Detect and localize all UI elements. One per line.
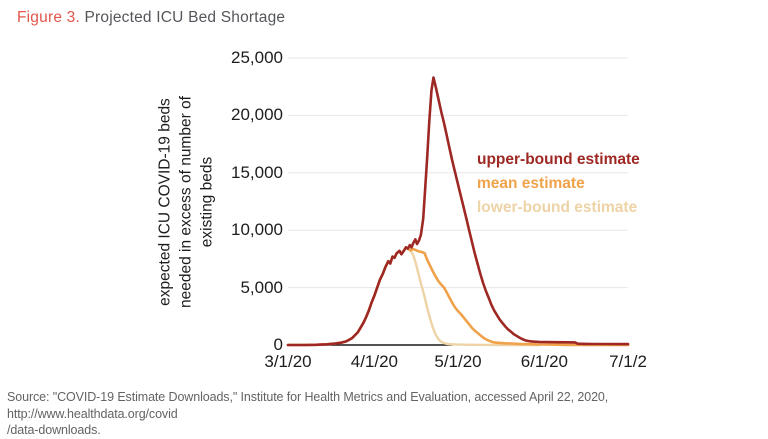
y-axis-title-line: expected ICU COVID-19 beds <box>156 98 174 306</box>
figure-title: Figure 3. Projected ICU Bed Shortage <box>17 9 285 27</box>
y-axis-title-line: existing beds <box>198 156 216 248</box>
y-axis-title-line: needed in excess of number of <box>177 96 195 308</box>
y-axis-tick-label: 0 <box>273 335 283 354</box>
figure-title-text: Projected ICU Bed Shortage <box>79 9 286 26</box>
source-note-line2: /data-downloads. <box>7 423 101 437</box>
y-axis-tick-label: 20,000 <box>231 105 283 125</box>
y-axis-title: expected ICU COVID-19 beds needed in exc… <box>155 96 218 308</box>
y-axis-tick-label: 25,000 <box>231 48 283 67</box>
x-axis-tick-label: 5/1/20 <box>434 352 482 371</box>
source-note: Source: "COVID-19 Estimate Downloads," I… <box>7 389 765 439</box>
x-axis-tick-label: 4/1/20 <box>350 352 399 371</box>
y-axis-tick-label: 5,000 <box>240 277 283 297</box>
source-note-line1: Source: "COVID-19 Estimate Downloads," I… <box>7 390 609 421</box>
legend-item-upper-bound: upper-bound estimate <box>477 151 640 168</box>
y-axis-tick-label: 15,000 <box>231 162 283 182</box>
legend-item-lower-bound: lower-bound estimate <box>477 199 638 216</box>
x-axis-tick-label: 6/1/20 <box>520 352 569 371</box>
series-line-mean-estimate <box>286 246 630 347</box>
x-axis-tick-label: 3/1/20 <box>264 352 312 371</box>
series-line-lower-bound-estimate <box>286 246 541 347</box>
figure-number-label: Figure 3. <box>17 9 80 26</box>
chart-plot-area <box>286 57 630 347</box>
chart-legend: upper-bound estimate mean estimate lower-b… <box>477 150 640 222</box>
legend-item-mean: mean estimate <box>477 175 585 192</box>
x-axis-tick-label: 7/1/2 <box>609 352 647 371</box>
y-axis-tick-label: 10,000 <box>231 220 283 240</box>
series-line-upper-bound-estimate <box>286 76 630 347</box>
